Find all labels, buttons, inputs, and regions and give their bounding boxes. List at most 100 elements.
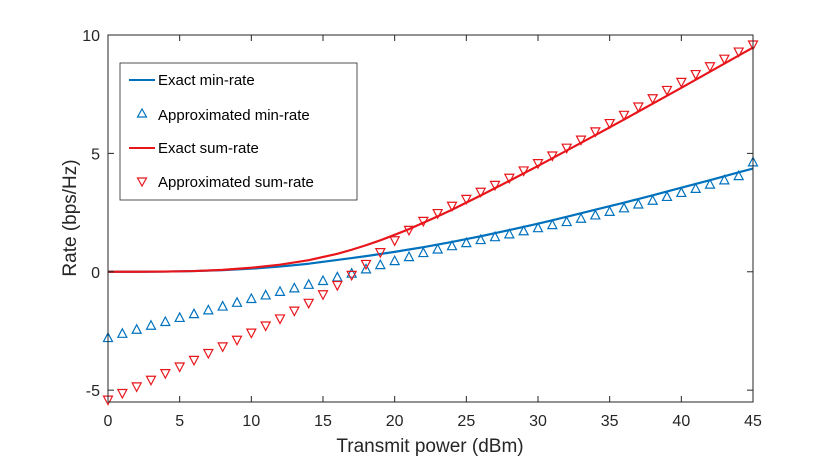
data-point-approximated-sum-rate bbox=[475, 187, 487, 199]
data-point-approximated-sum-rate bbox=[403, 225, 415, 237]
series-layer bbox=[102, 40, 759, 406]
legend-swatch-approx-sum-rate bbox=[136, 177, 148, 188]
data-point-approximated-min-rate bbox=[145, 319, 157, 330]
data-point-approximated-sum-rate bbox=[604, 118, 616, 130]
x-tick-label: 35 bbox=[601, 413, 619, 430]
data-point-approximated-sum-rate bbox=[317, 290, 329, 301]
data-point-approximated-min-rate bbox=[346, 267, 358, 278]
data-point-approximated-min-rate bbox=[675, 186, 687, 198]
data-point-approximated-sum-rate bbox=[389, 236, 401, 247]
data-point-approximated-min-rate bbox=[217, 300, 229, 311]
data-point-approximated-min-rate bbox=[288, 282, 300, 293]
data-point-approximated-min-rate bbox=[260, 289, 272, 300]
x-tick-label: 30 bbox=[529, 413, 547, 430]
data-point-approximated-min-rate bbox=[503, 228, 515, 239]
data-point-approximated-min-rate bbox=[704, 178, 716, 189]
data-point-approximated-sum-rate bbox=[632, 102, 644, 113]
data-point-approximated-min-rate bbox=[460, 236, 472, 248]
data-point-approximated-sum-rate bbox=[446, 201, 458, 212]
data-point-approximated-sum-rate bbox=[733, 47, 745, 58]
x-tick-label: 20 bbox=[386, 413, 404, 430]
data-point-approximated-min-rate bbox=[518, 225, 530, 236]
data-point-approximated-min-rate bbox=[604, 205, 616, 216]
data-point-approximated-min-rate bbox=[446, 239, 458, 251]
data-point-approximated-sum-rate bbox=[188, 355, 200, 367]
data-point-approximated-sum-rate bbox=[589, 127, 601, 138]
plot-frame bbox=[107, 34, 754, 403]
data-point-approximated-sum-rate bbox=[546, 151, 558, 162]
legend-label-exact-min-rate: Exact min-rate bbox=[158, 72, 255, 89]
data-point-approximated-min-rate bbox=[360, 263, 372, 274]
data-point-approximated-min-rate bbox=[647, 194, 659, 205]
data-point-approximated-min-rate bbox=[403, 250, 415, 262]
legend-label-approx-min-rate: Approximated min-rate bbox=[158, 107, 310, 124]
data-point-approximated-min-rate bbox=[618, 202, 630, 213]
data-point-approximated-sum-rate bbox=[489, 180, 501, 192]
data-point-approximated-sum-rate bbox=[159, 369, 171, 380]
data-point-approximated-min-rate bbox=[661, 190, 673, 202]
data-point-approximated-min-rate bbox=[432, 243, 444, 254]
data-point-approximated-sum-rate bbox=[231, 335, 243, 347]
data-point-approximated-sum-rate bbox=[131, 382, 143, 393]
data-point-approximated-sum-rate bbox=[532, 158, 544, 170]
data-point-approximated-sum-rate bbox=[718, 54, 730, 65]
data-point-approximated-min-rate bbox=[718, 174, 730, 185]
x-tick-label: 0 bbox=[104, 413, 113, 430]
data-point-approximated-min-rate bbox=[489, 230, 501, 242]
data-point-approximated-min-rate bbox=[733, 169, 745, 181]
data-point-approximated-min-rate bbox=[690, 182, 702, 194]
data-point-approximated-min-rate bbox=[231, 296, 243, 307]
data-point-approximated-sum-rate bbox=[647, 94, 659, 105]
data-point-approximated-sum-rate bbox=[360, 259, 372, 271]
data-point-approximated-min-rate bbox=[417, 246, 429, 258]
x-tick-label: 15 bbox=[314, 413, 332, 430]
data-point-approximated-sum-rate bbox=[116, 388, 128, 400]
data-point-approximated-sum-rate bbox=[288, 306, 300, 317]
data-point-approximated-sum-rate bbox=[303, 298, 315, 310]
data-point-approximated-min-rate bbox=[589, 209, 601, 220]
legend-swatch-approx-min-rate bbox=[136, 107, 148, 118]
legend-label-exact-sum-rate: Exact sum-rate bbox=[158, 140, 259, 157]
data-point-approximated-min-rate bbox=[475, 233, 487, 245]
data-point-approximated-sum-rate bbox=[245, 328, 257, 339]
data-point-approximated-sum-rate bbox=[690, 69, 702, 81]
data-point-approximated-min-rate bbox=[202, 304, 214, 315]
data-point-approximated-min-rate bbox=[317, 274, 329, 286]
data-point-approximated-sum-rate bbox=[518, 166, 530, 177]
data-point-approximated-min-rate bbox=[561, 215, 573, 227]
data-point-approximated-min-rate bbox=[546, 218, 558, 230]
y-tick-label: 0 bbox=[91, 265, 100, 282]
data-point-approximated-min-rate bbox=[116, 327, 128, 338]
data-point-approximated-sum-rate bbox=[704, 62, 716, 73]
x-tick-label: 25 bbox=[457, 413, 475, 430]
data-point-approximated-sum-rate bbox=[460, 194, 472, 206]
x-tick-label: 5 bbox=[175, 413, 184, 430]
data-point-approximated-sum-rate bbox=[346, 270, 358, 282]
legend-box bbox=[119, 62, 358, 201]
data-point-approximated-min-rate bbox=[374, 258, 386, 270]
legend: Exact min-rate Approximated min-rate Exa… bbox=[119, 62, 358, 201]
y-tick-label: 5 bbox=[91, 146, 100, 163]
data-point-approximated-sum-rate bbox=[374, 248, 386, 259]
data-point-approximated-min-rate bbox=[159, 315, 171, 327]
data-point-approximated-sum-rate bbox=[503, 173, 515, 185]
data-point-approximated-sum-rate bbox=[331, 280, 343, 292]
data-point-approximated-min-rate bbox=[274, 285, 286, 296]
x-tick-label: 40 bbox=[672, 413, 690, 430]
data-point-approximated-min-rate bbox=[188, 307, 200, 319]
series-line-exact-sum-rate bbox=[108, 46, 754, 273]
data-point-approximated-sum-rate bbox=[618, 110, 630, 122]
data-point-approximated-min-rate bbox=[303, 278, 315, 289]
x-tick-label: 10 bbox=[242, 413, 260, 430]
data-point-approximated-sum-rate bbox=[260, 321, 272, 332]
data-point-approximated-sum-rate bbox=[432, 208, 444, 220]
data-point-approximated-min-rate bbox=[532, 221, 544, 233]
data-point-approximated-min-rate bbox=[575, 212, 587, 223]
data-point-approximated-sum-rate bbox=[217, 342, 229, 353]
data-point-approximated-sum-rate bbox=[202, 348, 214, 360]
y-axis-title: Rate (bps/Hz) bbox=[60, 159, 81, 276]
data-point-approximated-sum-rate bbox=[417, 216, 429, 228]
x-axis-title: Transmit power (dBm) bbox=[336, 436, 523, 457]
data-point-approximated-sum-rate bbox=[174, 362, 186, 373]
